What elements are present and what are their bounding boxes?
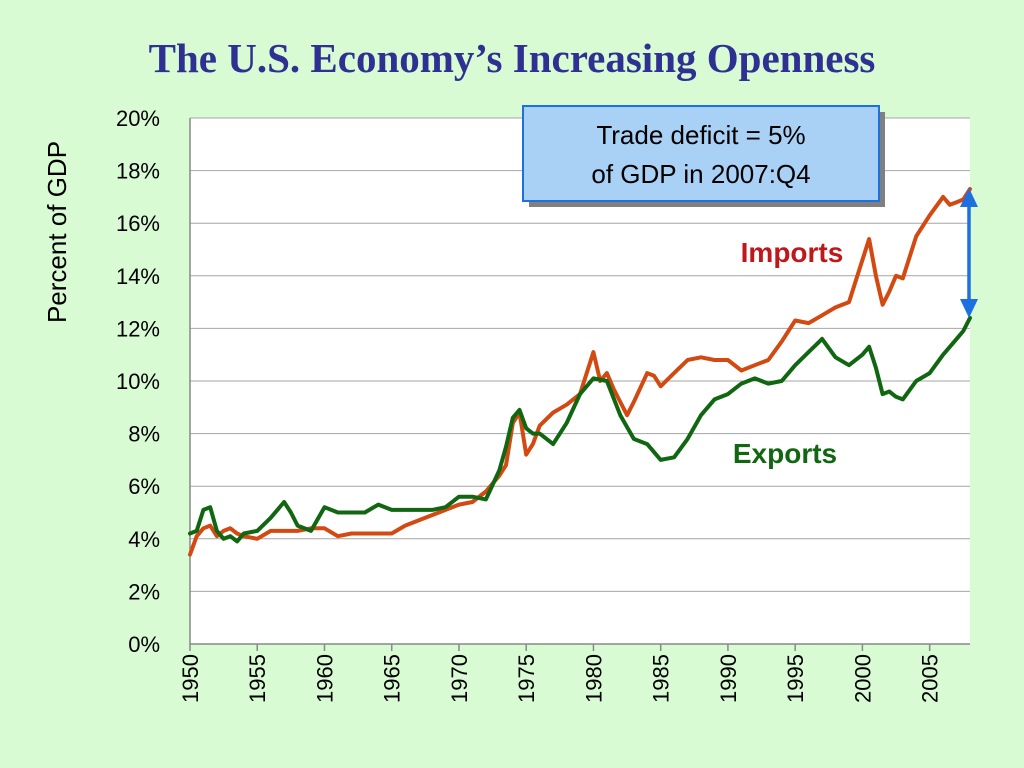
x-tick-label: 1955 — [245, 654, 270, 703]
callout-line-1: Trade deficit = 5% — [596, 120, 805, 150]
x-tick-label: 1975 — [514, 654, 539, 703]
y-axis-label: Percent of GDP — [42, 141, 72, 323]
y-tick-labels: 0% 2% 4% 6% 8% 10% 12% 14% 16% 18% 20% — [116, 106, 160, 657]
x-tick-label: 1985 — [649, 654, 674, 703]
slide-title: The U.S. Economy’s Increasing Openness — [148, 35, 876, 81]
callout-box — [522, 105, 880, 202]
y-tick-label: 8% — [128, 422, 160, 447]
x-tick-labels: 1950 1955 1960 1965 1970 1975 1980 1985 1990 1995… — [178, 644, 943, 703]
x-tick-label: 2000 — [850, 654, 875, 703]
deficit-arrow-head-bottom — [960, 299, 978, 318]
exports-label: Exports — [733, 438, 837, 469]
x-tick-label: 1990 — [716, 654, 741, 703]
imports-label: Imports — [741, 237, 844, 268]
series-line-exports — [188, 315, 972, 544]
x-tick-label: 1995 — [783, 654, 808, 703]
x-tick-label: 1950 — [178, 654, 203, 703]
callout-line-2: of GDP in 2007:Q4 — [591, 159, 810, 189]
deficit-arrow — [960, 188, 978, 318]
y-tick-label: 4% — [128, 527, 160, 552]
y-tick-label: 10% — [116, 369, 160, 394]
x-tick-label: 1965 — [380, 654, 405, 703]
series-lines — [188, 187, 972, 557]
deficit-arrow-head-top — [960, 188, 978, 207]
y-tick-label: 18% — [116, 159, 160, 184]
y-tick-label: 16% — [116, 211, 160, 236]
y-tick-label: 0% — [128, 632, 160, 657]
x-tick-label: 2005 — [918, 654, 943, 703]
y-tick-label: 6% — [128, 474, 160, 499]
x-tick-label: 1960 — [312, 654, 337, 703]
y-tick-label: 20% — [116, 106, 160, 131]
x-tick-label: 1970 — [447, 654, 472, 703]
y-tick-label: 2% — [128, 579, 160, 604]
deficit-callout: Trade deficit = 5% of GDP in 2007:Q4 — [522, 105, 885, 207]
y-tick-label: 12% — [116, 316, 160, 341]
x-tick-label: 1980 — [581, 654, 606, 703]
y-tick-label: 14% — [116, 264, 160, 289]
gridlines — [190, 117, 970, 592]
